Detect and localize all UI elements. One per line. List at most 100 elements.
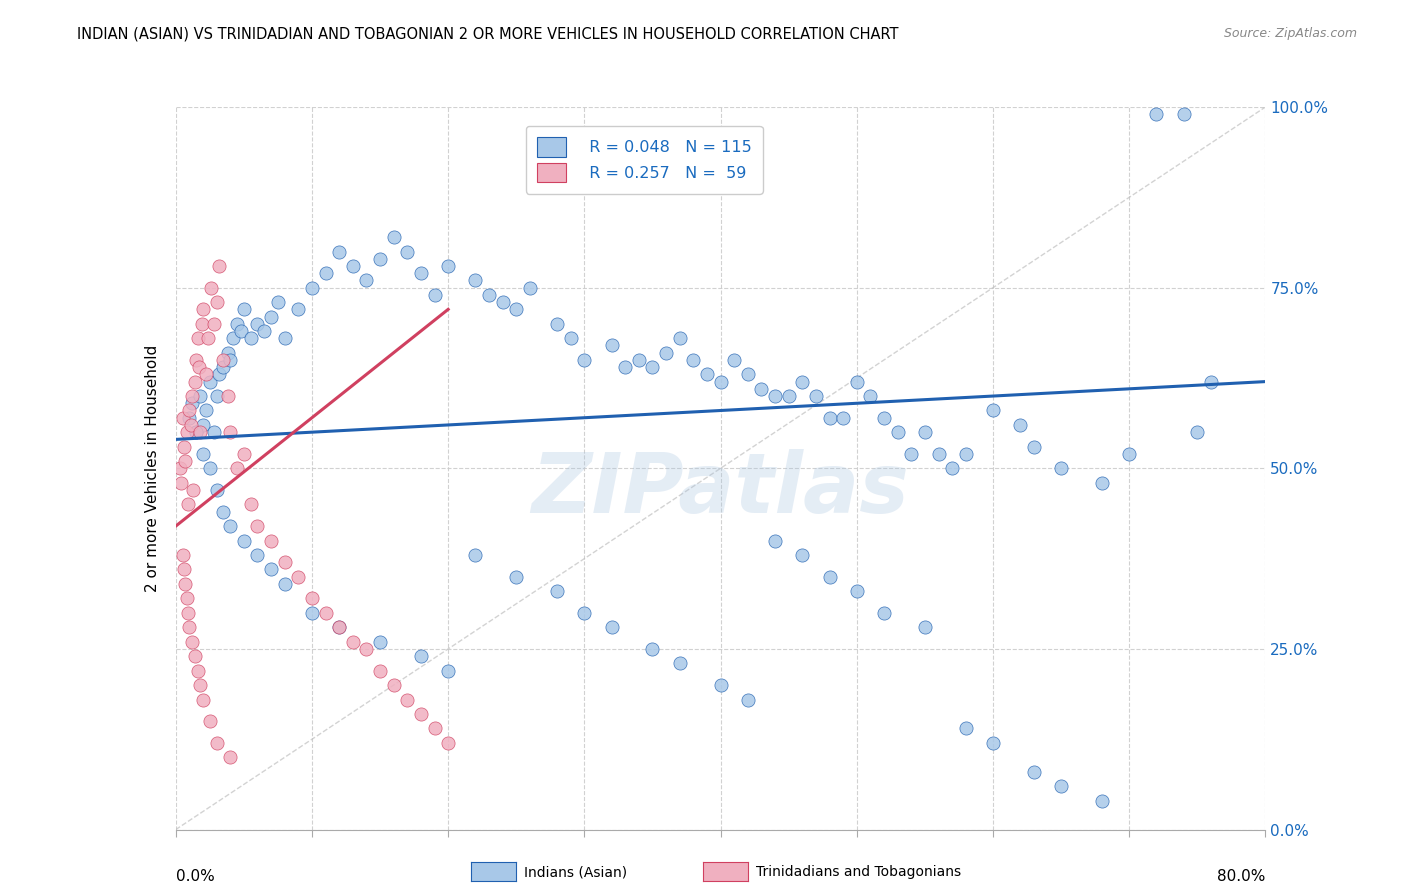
Point xyxy=(546,584,568,599)
Point xyxy=(1050,461,1073,475)
Point xyxy=(682,353,704,368)
Point xyxy=(253,324,276,338)
Point xyxy=(274,331,297,345)
Point xyxy=(655,345,678,359)
Point xyxy=(981,403,1004,417)
Point xyxy=(342,634,364,648)
Point xyxy=(804,389,827,403)
Point xyxy=(600,620,623,634)
Point xyxy=(1022,764,1045,779)
Point xyxy=(763,389,786,403)
Point xyxy=(183,483,205,497)
Point xyxy=(423,288,446,302)
Point xyxy=(600,338,623,352)
Point xyxy=(751,382,773,396)
Point xyxy=(194,403,217,417)
Point xyxy=(173,562,195,576)
Point xyxy=(188,678,211,692)
Point xyxy=(641,642,664,657)
Point xyxy=(818,570,841,584)
Point xyxy=(188,425,211,439)
Point xyxy=(1091,475,1114,490)
Point xyxy=(191,447,214,461)
Point xyxy=(212,505,235,519)
Point xyxy=(184,375,207,389)
Point xyxy=(710,678,733,692)
Point xyxy=(205,295,228,310)
Point xyxy=(187,360,209,375)
Point xyxy=(287,570,309,584)
Point xyxy=(219,425,242,439)
Point xyxy=(368,252,391,266)
Point xyxy=(914,425,936,439)
Point xyxy=(560,331,582,345)
Point xyxy=(172,410,194,425)
Point xyxy=(464,273,486,287)
Point xyxy=(205,389,228,403)
Point xyxy=(179,410,201,425)
Point xyxy=(1050,779,1073,793)
Point xyxy=(464,548,486,562)
Point xyxy=(409,266,432,280)
Point xyxy=(315,266,337,280)
Point xyxy=(437,664,460,678)
Point xyxy=(928,447,950,461)
Point xyxy=(226,317,249,331)
Text: Trinidadians and Tobagonians: Trinidadians and Tobagonians xyxy=(756,865,962,880)
Point xyxy=(191,692,214,706)
Point xyxy=(186,425,208,439)
Point xyxy=(205,483,228,497)
Point xyxy=(668,331,690,345)
Point xyxy=(1146,107,1168,121)
Point xyxy=(315,606,337,620)
Legend:   R = 0.048   N = 115,   R = 0.257   N =  59: R = 0.048 N = 115, R = 0.257 N = 59 xyxy=(526,126,762,194)
Point xyxy=(174,454,197,468)
Point xyxy=(955,722,977,736)
Point xyxy=(219,750,242,764)
Point xyxy=(492,295,515,310)
Point xyxy=(342,259,364,273)
Point xyxy=(1118,447,1140,461)
Point xyxy=(423,722,446,736)
Point xyxy=(382,678,405,692)
Text: ZIPatlas: ZIPatlas xyxy=(531,450,910,531)
Point xyxy=(179,403,201,417)
Point xyxy=(914,620,936,634)
Point xyxy=(301,280,323,294)
Point xyxy=(181,634,204,648)
Point xyxy=(845,584,868,599)
Point xyxy=(222,331,245,345)
Point xyxy=(217,345,239,359)
Point xyxy=(212,353,235,368)
Point xyxy=(737,368,759,382)
Point xyxy=(246,519,269,533)
Point xyxy=(232,533,254,548)
Point xyxy=(274,577,297,591)
Point xyxy=(519,280,541,294)
Point xyxy=(873,410,896,425)
Point xyxy=(546,317,568,331)
Point xyxy=(246,548,269,562)
Point xyxy=(212,360,235,375)
Point xyxy=(641,360,664,375)
Point xyxy=(200,280,222,294)
Point xyxy=(202,317,225,331)
Point xyxy=(368,664,391,678)
Point xyxy=(239,331,262,345)
Point xyxy=(409,649,432,664)
Point xyxy=(174,577,197,591)
Text: Indians (Asian): Indians (Asian) xyxy=(524,865,627,880)
Point xyxy=(574,353,596,368)
Point xyxy=(219,519,242,533)
Point xyxy=(1010,417,1032,432)
Point xyxy=(696,368,718,382)
Point xyxy=(217,389,239,403)
Point xyxy=(710,375,733,389)
Point xyxy=(186,664,209,678)
Point xyxy=(198,461,221,475)
Point xyxy=(886,425,908,439)
Point xyxy=(1022,440,1045,454)
Point xyxy=(177,606,200,620)
Point xyxy=(396,244,419,259)
Point xyxy=(176,591,198,606)
